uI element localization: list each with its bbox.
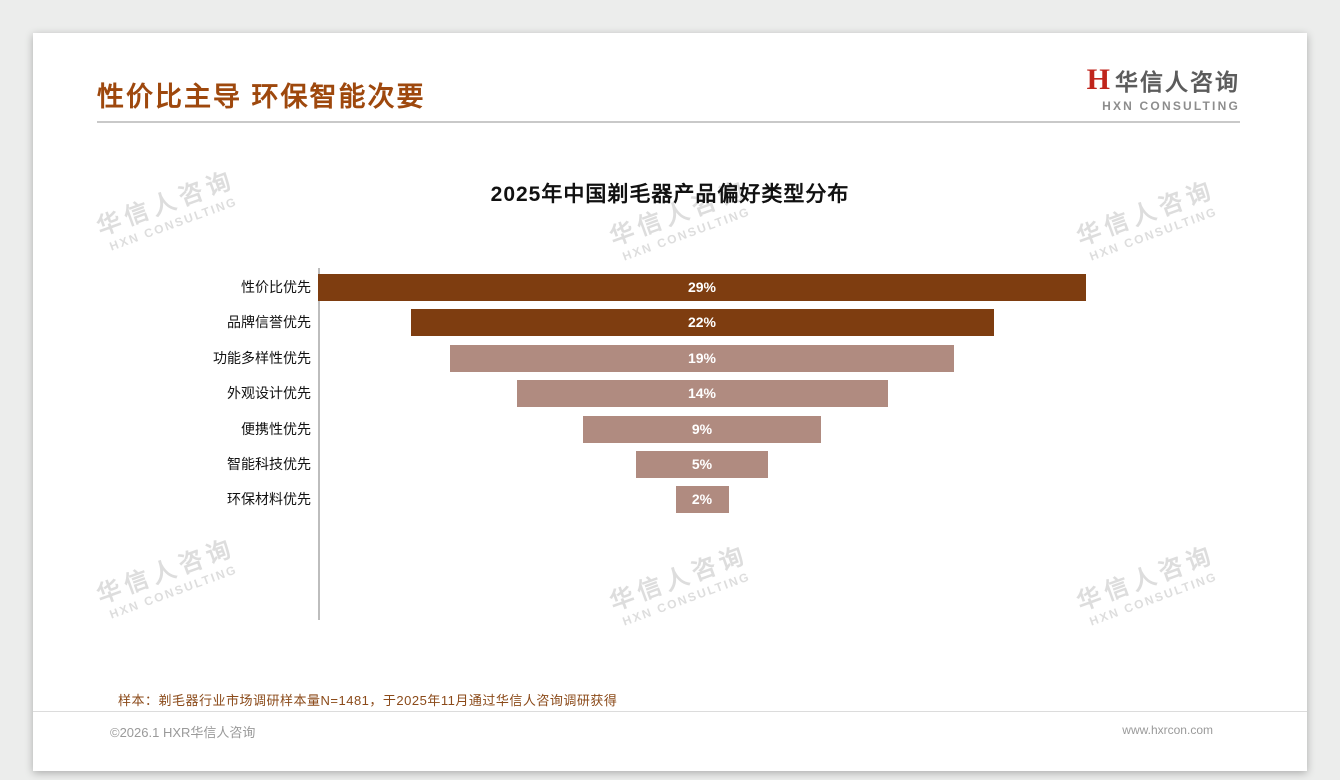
- category-label: 功能多样性优先: [213, 349, 311, 366]
- watermark-en: HXN CONSULTING: [1087, 204, 1220, 264]
- category-label: 品牌信誉优先: [227, 314, 311, 331]
- chart-title: 2025年中国剃毛器产品偏好类型分布: [490, 183, 850, 206]
- category-label: 智能科技优先: [227, 455, 311, 472]
- logo-name-cn: 华信人咨询: [1115, 69, 1240, 95]
- chart-row: 功能多样性优先 19%: [33, 341, 1307, 376]
- company-logo: H 华信人咨询 HXN CONSULTING: [1086, 63, 1240, 114]
- value-label: 9%: [691, 420, 713, 437]
- value-label: 29%: [687, 279, 717, 295]
- chart-bar: 19%: [450, 344, 954, 372]
- logo-monogram-icon: H: [1086, 63, 1110, 96]
- page-title: 性价比主导 环保智能次要: [97, 82, 426, 112]
- value-label: 2%: [691, 491, 713, 508]
- watermark-en: HXN CONSULTING: [620, 204, 753, 264]
- chart-bar: 22%: [410, 309, 994, 337]
- category-label: 环保材料优先: [227, 491, 311, 508]
- chart-bar: 5%: [635, 450, 769, 478]
- value-label: 22%: [687, 314, 717, 331]
- chart-row: 性价比优先 29%: [33, 270, 1307, 305]
- chart-bar: 2%: [675, 486, 729, 514]
- value-label: 5%: [691, 455, 713, 472]
- chart-row: 环保材料优先 2%: [33, 482, 1307, 517]
- sample-footnote: 样本：剃毛器行业市场调研样本量N=1481，于2025年11月通过华信人咨询调研…: [118, 693, 618, 708]
- category-label: 便携性优先: [241, 420, 311, 437]
- chart-rows: 性价比优先 29% 品牌信誉优先 22% 功能多样性优先 19% 外观设计优先 14% 便携性优…: [33, 270, 1307, 518]
- value-label: 14%: [687, 385, 717, 402]
- chart-bar: 9%: [582, 415, 822, 443]
- funnel-bar-chart: 性价比优先 29% 品牌信誉优先 22% 功能多样性优先 19% 外观设计优先 14% 便携性优…: [33, 268, 1307, 628]
- footer-divider: [33, 711, 1307, 712]
- category-label: 性价比优先: [241, 279, 311, 295]
- chart-row: 外观设计优先 14%: [33, 376, 1307, 411]
- header-divider: [97, 121, 1240, 123]
- value-label: 19%: [687, 349, 717, 366]
- logo-name-en: HXN CONSULTING: [1102, 99, 1240, 113]
- chart-row: 品牌信誉优先 22%: [33, 305, 1307, 340]
- copyright-text: ©2026.1 HXR华信人咨询: [110, 725, 256, 740]
- website-url: www.hxrcon.com: [1122, 723, 1213, 737]
- chart-row: 便携性优先 9%: [33, 412, 1307, 447]
- slide: 华信人咨询 HXN CONSULTING 华信人咨询 HXN CONSULTIN…: [33, 33, 1307, 771]
- chart-bar: 29%: [317, 274, 1087, 301]
- chart-row: 智能科技优先 5%: [33, 447, 1307, 482]
- chart-bar: 14%: [516, 380, 888, 408]
- category-label: 外观设计优先: [227, 385, 311, 402]
- y-axis-line: [318, 268, 320, 620]
